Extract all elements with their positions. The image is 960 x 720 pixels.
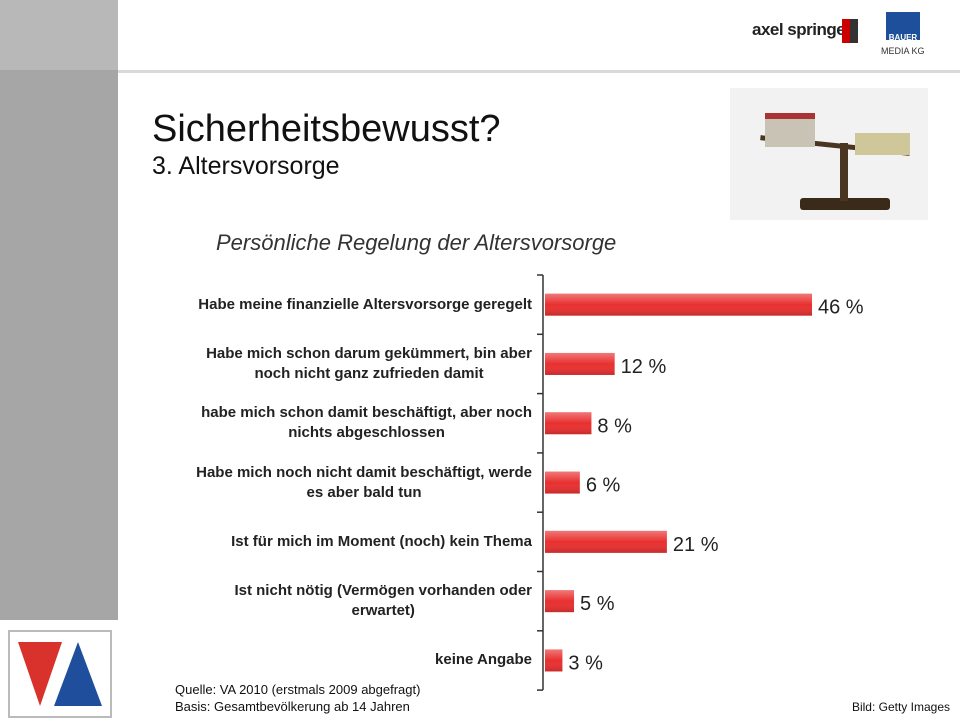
value-label: 6 % [586,475,621,497]
image-post [840,143,848,201]
category-label: Ist für mich im Moment (noch) kein Thema [231,532,532,550]
brand-right-icon [886,12,920,40]
bar-shine [545,412,592,435]
slide-title: Sicherheitsbewusst? [152,108,501,150]
image-credit: Bild: Getty Images [851,700,950,714]
image-house [765,113,815,147]
brand-left: axel springer [752,20,852,39]
value-label: 21 % [673,534,719,556]
category-label: Habe meine finanzielle Altersvorsorge ge… [198,295,532,313]
value-label: 8 % [597,415,632,437]
side-strip [0,0,118,620]
bar-shine [545,590,575,613]
side-strip-top [0,0,118,70]
brand-left-icon [842,19,858,43]
value-label: 5 % [580,593,615,615]
source-line: Quelle: VA 2010 (erstmals 2009 abgefragt… [175,682,421,697]
va-logo-a [54,642,102,706]
scale-image [730,88,928,220]
bar-shine [545,530,667,553]
image-base [800,198,890,210]
value-label: 3 % [568,652,603,674]
bar-shine [545,471,580,494]
bar-shine [545,649,563,672]
category-label: Habe mich schon darum gekümmert, bin abe… [206,344,532,382]
brand-right-sub: MEDIA KG [881,46,925,56]
header-rule [118,70,960,73]
value-label: 46 % [818,297,864,319]
value-label: 12 % [621,356,667,378]
category-label: keine Angabe [435,651,532,669]
va-logo [8,630,112,718]
slide-subtitle: 3. Altersvorsorge [152,152,340,180]
source-line: Basis: Gesamtbevölkerung ab 14 Jahren [175,699,410,714]
brand-right-name: BAUER [888,33,918,42]
chart-title: Persönliche Regelung der Altersvorsorge [216,230,617,255]
bar-shine [545,352,615,375]
bar-shine [545,293,812,316]
category-label: Ist nicht nötig (Vermögen vorhanden oder… [234,582,532,620]
image-money [855,133,910,155]
category-label: habe mich schon damit beschäftigt, aber … [201,404,532,442]
category-label: Habe mich noch nicht damit beschäftigt, … [196,463,532,501]
